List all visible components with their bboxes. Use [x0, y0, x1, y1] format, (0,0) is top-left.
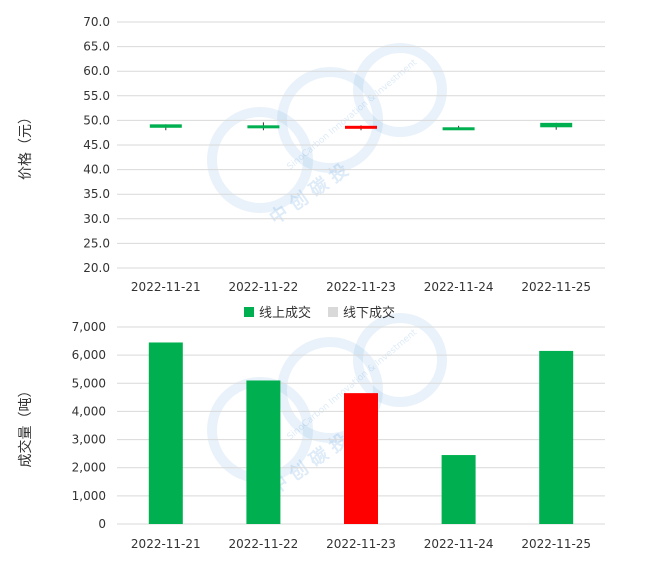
legend-label: 线上成交	[259, 305, 311, 321]
volume-x-tick-label: 2022-11-25	[521, 537, 591, 551]
volume-x-tick-label: 2022-11-24	[424, 537, 494, 551]
price-x-tick-label: 2022-11-25	[521, 280, 591, 294]
volume-y-tick-label: 1,000	[72, 489, 106, 503]
watermark-ring	[277, 337, 383, 443]
legend-label: 线下成交	[343, 305, 395, 321]
volume-bar	[148, 342, 183, 524]
volume-y-tick-label: 2,000	[72, 461, 106, 475]
price-x-tick-label: 2022-11-21	[131, 280, 201, 294]
price-y-tick-label: 55.0	[83, 89, 110, 103]
price-y-tick-label: 45.0	[83, 138, 110, 152]
legend-swatch	[244, 307, 254, 317]
volume-chart: 0 1,000 2,000 3,000 4,000 5,000 6,000 7,000 2022…	[17, 305, 605, 551]
volume-y-tick-label: 3,000	[72, 433, 106, 447]
volume-bar	[441, 455, 476, 524]
watermark-ring	[207, 107, 313, 213]
volume-y-tick-label: 4,000	[72, 404, 106, 418]
price-y-tick-label: 60.0	[83, 64, 110, 78]
watermark-ring	[353, 43, 447, 137]
price-y-tick-label: 35.0	[83, 187, 110, 201]
price-y-tick-label: 40.0	[83, 163, 110, 177]
price-y-tick-label: 20.0	[83, 261, 110, 275]
price-y-tick-label: 30.0	[83, 212, 110, 226]
price-y-tick-label: 70.0	[83, 15, 110, 29]
price-candle	[149, 124, 182, 128]
price-y-tick-label: 50.0	[83, 113, 110, 127]
volume-x-tick-label: 2022-11-23	[326, 537, 396, 551]
volume-bar	[539, 350, 574, 524]
price-chart: 20.0 25.0 30.0 35.0 40.0 45.0 50.0 55.0 60.0 65.0…	[18, 15, 605, 294]
volume-y-tick-label: 0	[98, 517, 106, 531]
volume-y-tick-label: 6,000	[72, 348, 106, 362]
price-candle	[540, 122, 573, 128]
watermark-ring	[353, 313, 447, 407]
price-candle	[442, 127, 475, 131]
volume-bar	[246, 380, 281, 524]
price-x-tick-label: 2022-11-24	[424, 280, 494, 294]
volume-x-tick-label: 2022-11-21	[131, 537, 201, 551]
price-x-tick-label: 2022-11-23	[326, 280, 396, 294]
volume-y-axis-label: 成交量（吨）	[17, 384, 34, 468]
price-y-tick-label: 65.0	[83, 40, 110, 54]
volume-x-tick-label: 2022-11-22	[229, 537, 299, 551]
price-y-axis-label: 价格（元）	[18, 110, 34, 180]
price-candle	[247, 125, 280, 129]
volume-y-tick-label: 7,000	[72, 320, 106, 334]
volume-y-tick-label: 5,000	[72, 376, 106, 390]
price-y-tick-label: 25.0	[83, 236, 110, 250]
price-candle	[345, 125, 377, 129]
legend-swatch	[328, 307, 338, 317]
price-x-tick-label: 2022-11-22	[229, 280, 299, 294]
volume-bar	[344, 393, 378, 524]
